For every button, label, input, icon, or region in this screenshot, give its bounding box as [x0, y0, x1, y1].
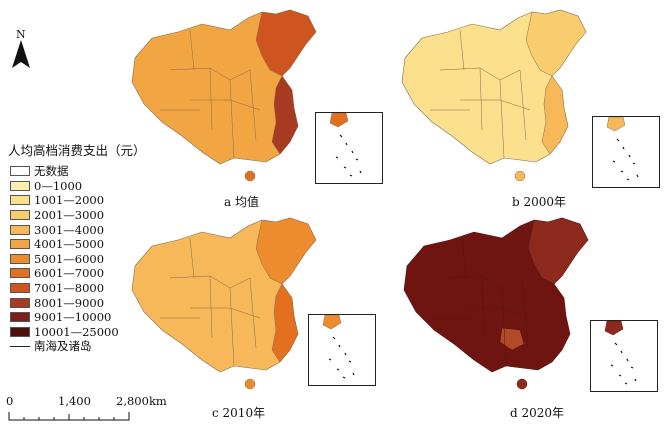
legend: 无数据 0—1000 1001—2000 2001—3000 3001—4000…	[10, 164, 119, 354]
scale-tick-0: 0	[6, 394, 14, 408]
map-a-east-region	[255, 9, 317, 77]
legend-item: 0—1000	[10, 179, 119, 194]
legend-swatch	[10, 312, 30, 323]
legend-label: 1001—2000	[34, 193, 105, 208]
map-d-east-region	[527, 217, 589, 285]
legend-item: 8001—9000	[10, 295, 119, 310]
scale-tick-1: 1,400	[58, 394, 91, 408]
legend-swatch	[10, 180, 30, 191]
inset-d	[590, 320, 658, 392]
map-c-coast-region	[271, 283, 299, 363]
legend-item: 4001—5000	[10, 237, 119, 252]
north-arrow-icon	[12, 40, 30, 68]
north-label: N	[16, 28, 26, 41]
map-d-hainan	[516, 378, 528, 390]
legend-swatch	[10, 283, 30, 294]
map-d-province-lines	[432, 237, 533, 367]
scale-bar-graphic	[8, 412, 130, 421]
map-b-east-region	[525, 9, 587, 77]
legend-label: 3001—4000	[34, 222, 105, 237]
scale-tick-2: 2,800km	[116, 394, 167, 408]
legend-label: 6001—7000	[34, 266, 105, 281]
legend-item: 1001—2000	[10, 193, 119, 208]
legend-label: 10001—25000	[34, 324, 119, 339]
map-c-province-lines	[160, 237, 261, 367]
caption-d: d 2020年	[510, 406, 565, 420]
map-d	[403, 217, 589, 390]
inset-a-islands	[329, 113, 362, 177]
caption-b: b 2000年	[512, 195, 567, 209]
legend-label: 5001—6000	[34, 251, 105, 266]
map-a	[131, 9, 317, 182]
legend-item: 3001—4000	[10, 222, 119, 237]
map-b-province-lines	[430, 29, 531, 159]
legend-title: 人均高档消费支出（元）	[8, 143, 146, 158]
inset-d-islands	[604, 321, 637, 385]
map-c	[131, 217, 317, 390]
legend-label: 7001—8000	[34, 281, 105, 296]
legend-swatch	[10, 326, 30, 337]
legend-swatch	[10, 195, 30, 206]
map-b-coast-region	[541, 75, 569, 155]
inset-b	[592, 116, 660, 188]
legend-swatch	[10, 253, 30, 264]
map-a-hainan	[244, 170, 256, 182]
legend-item: 10001—25000	[10, 325, 119, 340]
caption-a: a 均值	[224, 195, 259, 209]
caption-c: c 2010年	[212, 406, 266, 420]
map-c-hainan	[244, 378, 256, 390]
map-a-coast-region	[271, 75, 299, 155]
legend-item: 6001—7000	[10, 266, 119, 281]
inset-b-islands	[606, 117, 639, 181]
legend-swatch	[10, 297, 30, 308]
legend-swatch	[10, 239, 30, 250]
legend-label: 9001—10000	[34, 310, 112, 325]
legend-swatch	[10, 210, 30, 221]
north-arrow: N	[8, 28, 34, 72]
map-a-province-lines	[160, 29, 261, 159]
inset-a	[315, 112, 383, 184]
inset-c	[308, 314, 376, 386]
legend-item: 无数据	[10, 164, 119, 179]
legend-item: 2001—3000	[10, 208, 119, 223]
inset-c-islands	[322, 315, 355, 379]
legend-label: 2001—3000	[34, 208, 105, 223]
legend-item-boundary: 南海及诸岛	[10, 339, 119, 354]
map-c-east-region	[255, 217, 317, 285]
legend-label: 4001—5000	[34, 237, 105, 252]
map-d-central-region	[499, 327, 525, 351]
legend-line-label: 南海及诸岛	[34, 339, 92, 354]
legend-label: 8001—9000	[34, 295, 105, 310]
map-b	[401, 9, 587, 182]
legend-item: 7001—8000	[10, 281, 119, 296]
legend-swatch	[10, 268, 30, 279]
map-b-hainan	[514, 170, 526, 182]
legend-label: 0—1000	[34, 178, 83, 193]
scale-unit: km	[148, 394, 167, 408]
legend-line-symbol	[10, 345, 30, 347]
legend-label: 无数据	[34, 164, 69, 179]
legend-item: 5001—6000	[10, 252, 119, 267]
scale-bar: 0 1,400 2,800km	[6, 394, 167, 426]
scale-tick-2-value: 2,800	[116, 394, 149, 408]
legend-swatch	[10, 224, 30, 235]
legend-item: 9001—10000	[10, 310, 119, 325]
legend-swatch	[10, 166, 30, 177]
